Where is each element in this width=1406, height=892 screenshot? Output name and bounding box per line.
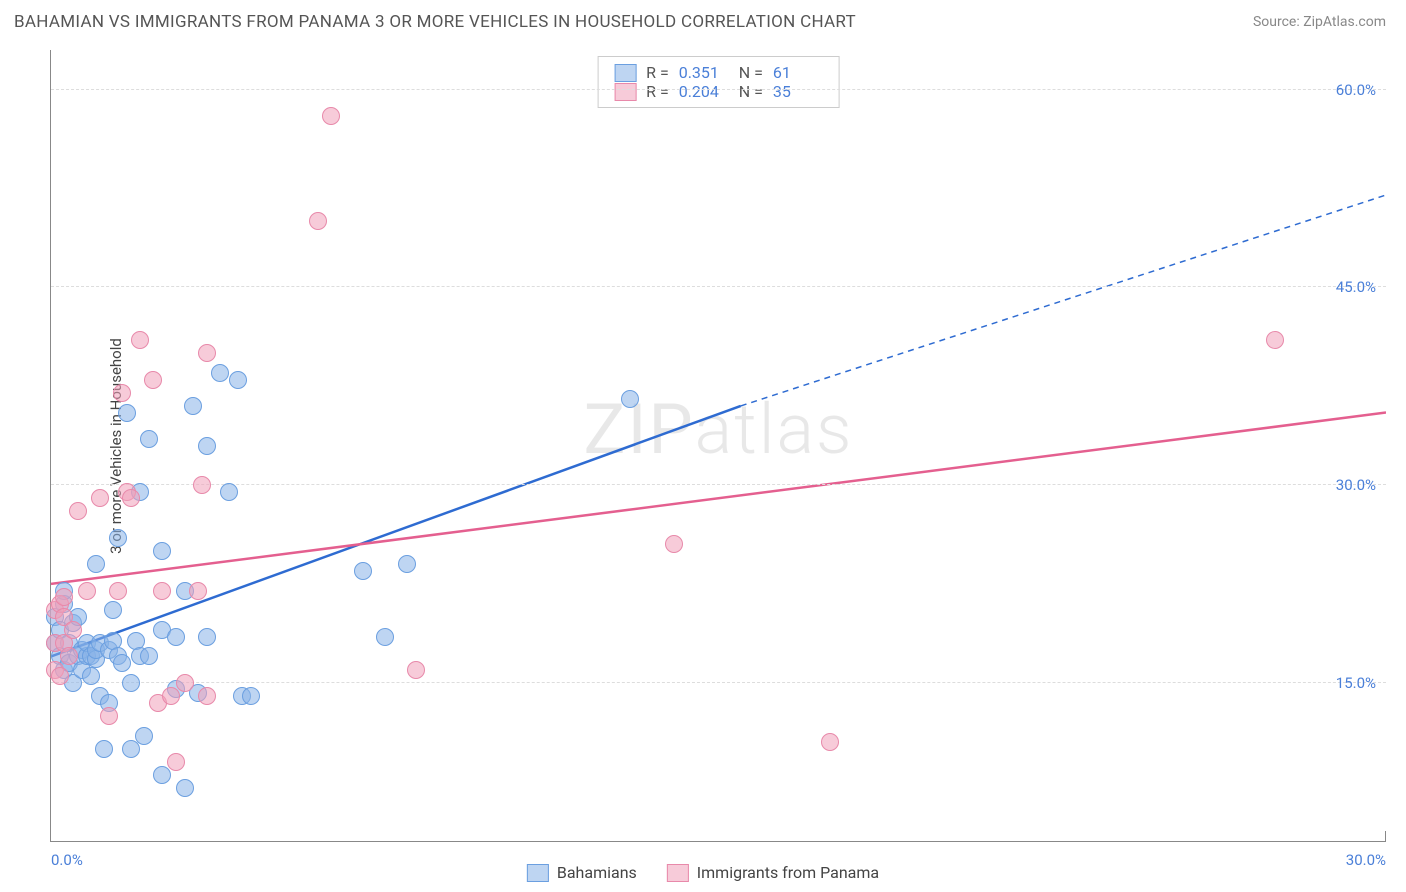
data-point (122, 674, 140, 692)
data-point (176, 779, 194, 797)
data-point (354, 562, 372, 580)
legend-swatch (527, 864, 549, 882)
data-point (376, 628, 394, 646)
data-point (104, 601, 122, 619)
data-point (821, 733, 839, 751)
data-point (140, 647, 158, 665)
r-label: R = (646, 63, 669, 82)
data-point (69, 502, 87, 520)
legend-swatch (614, 83, 636, 101)
data-point (109, 582, 127, 600)
data-point (87, 555, 105, 573)
data-point (198, 344, 216, 362)
data-point (78, 582, 96, 600)
trendlines-layer (51, 50, 1386, 841)
data-point (398, 555, 416, 573)
legend-item: Bahamians (527, 863, 637, 882)
trendline-solid (51, 413, 1386, 584)
axis-tick-right (1385, 831, 1386, 841)
gridline (51, 682, 1386, 683)
data-point (153, 766, 171, 784)
data-point (113, 384, 131, 402)
data-point (153, 582, 171, 600)
y-tick-label: 15.0% (1336, 674, 1376, 692)
data-point (60, 647, 78, 665)
data-point (91, 489, 109, 507)
data-point (162, 687, 180, 705)
x-tick-label: 30.0% (1346, 851, 1386, 869)
data-point (167, 753, 185, 771)
series-legend: Bahamians Immigrants from Panama (527, 863, 879, 882)
gridline (51, 89, 1386, 90)
gridline (51, 484, 1386, 485)
data-point (118, 404, 136, 422)
n-label: N = (739, 82, 763, 101)
data-point (198, 437, 216, 455)
data-point (665, 535, 683, 553)
data-point (113, 654, 131, 672)
data-point (621, 390, 639, 408)
n-value: 61 (773, 63, 823, 82)
data-point (122, 489, 140, 507)
chart-header: BAHAMIAN VS IMMIGRANTS FROM PANAMA 3 OR … (0, 0, 1406, 40)
legend-label: Immigrants from Panama (697, 863, 879, 882)
data-point (193, 476, 211, 494)
data-point (153, 542, 171, 560)
gridline (51, 286, 1386, 287)
y-tick-label: 30.0% (1336, 476, 1376, 494)
data-point (140, 430, 158, 448)
correlation-stats-box: R = 0.351 N = 61 R = 0.204 N = 35 (597, 56, 840, 108)
n-value: 35 (773, 82, 823, 101)
legend-swatch (667, 864, 689, 882)
legend-label: Bahamians (557, 863, 637, 882)
stats-row: R = 0.204 N = 35 (614, 82, 823, 101)
data-point (407, 661, 425, 679)
scatter-chart: ZIPatlas R =0.351N =61R =0.204N =35 15.0… (50, 50, 1386, 842)
data-point (109, 529, 127, 547)
y-tick-label: 60.0% (1336, 81, 1376, 99)
y-tick-label: 45.0% (1336, 278, 1376, 296)
r-value: 0.204 (679, 82, 729, 101)
data-point (242, 687, 260, 705)
data-point (95, 740, 113, 758)
data-point (184, 397, 202, 415)
data-point (220, 483, 238, 501)
data-point (82, 667, 100, 685)
data-point (122, 740, 140, 758)
legend-item: Immigrants from Panama (667, 863, 879, 882)
chart-title: BAHAMIAN VS IMMIGRANTS FROM PANAMA 3 OR … (14, 12, 856, 32)
data-point (1266, 331, 1284, 349)
data-point (322, 107, 340, 125)
data-point (309, 212, 327, 230)
data-point (51, 667, 69, 685)
data-point (135, 727, 153, 745)
r-label: R = (646, 82, 669, 101)
data-point (167, 628, 185, 646)
data-point (100, 707, 118, 725)
source-attribution: Source: ZipAtlas.com (1253, 14, 1386, 30)
data-point (64, 621, 82, 639)
x-tick-label: 0.0% (51, 851, 83, 869)
trendline-dashed (741, 195, 1386, 406)
stats-row: R = 0.351 N = 61 (614, 63, 823, 82)
data-point (144, 371, 162, 389)
data-point (198, 687, 216, 705)
data-point (176, 674, 194, 692)
data-point (229, 371, 247, 389)
n-label: N = (739, 63, 763, 82)
data-point (131, 331, 149, 349)
data-point (189, 582, 207, 600)
data-point (211, 364, 229, 382)
legend-swatch (614, 64, 636, 82)
data-point (198, 628, 216, 646)
data-point (55, 588, 73, 606)
r-value: 0.351 (679, 63, 729, 82)
